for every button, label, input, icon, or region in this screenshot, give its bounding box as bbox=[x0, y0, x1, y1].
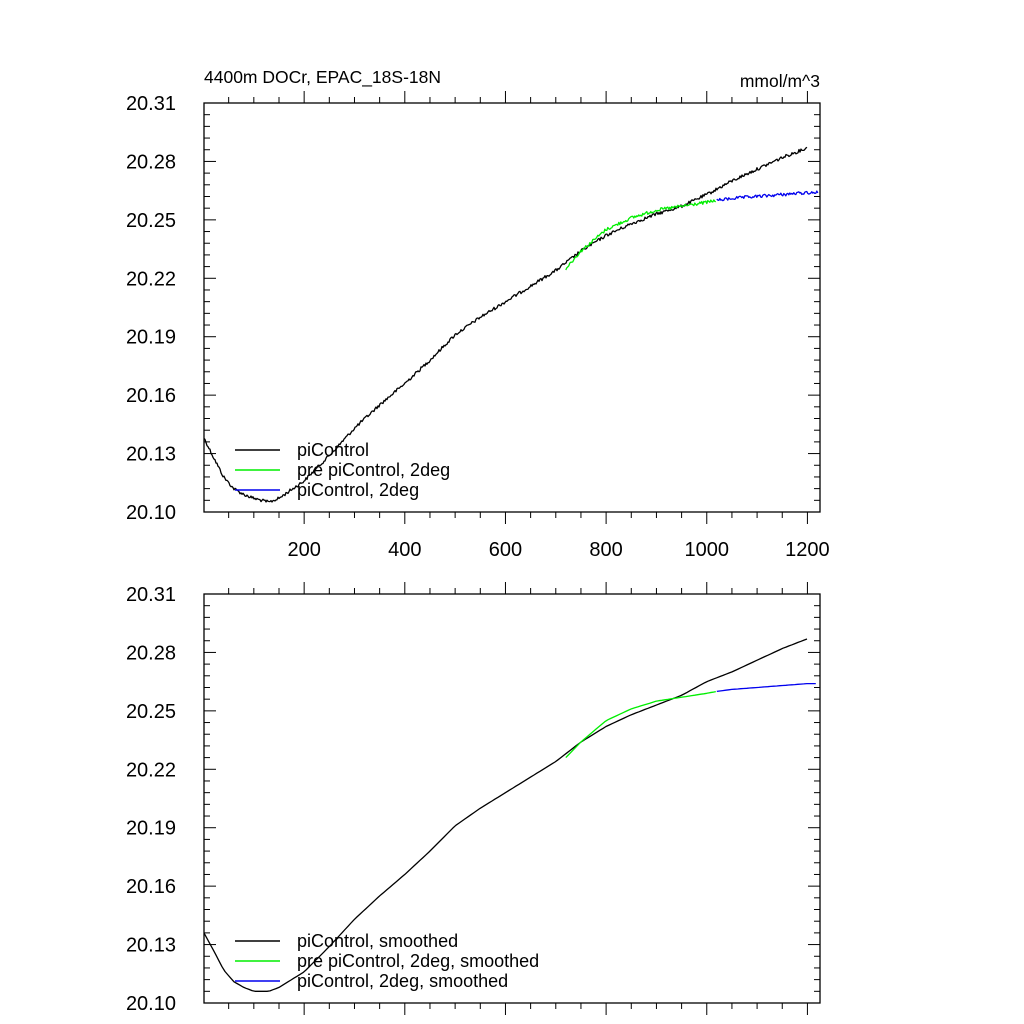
y-tick-label: 20.22 bbox=[126, 759, 176, 781]
series-line bbox=[716, 682, 816, 693]
series-line bbox=[565, 199, 717, 271]
y-tick-label: 20.25 bbox=[126, 210, 176, 232]
panel-units: mmol/m^3 bbox=[740, 71, 820, 91]
legend-label: pre piControl, 2deg, smoothed bbox=[297, 951, 539, 971]
y-tick-label: 20.16 bbox=[126, 385, 176, 407]
series-line bbox=[203, 638, 808, 992]
x-tick-label: 1000 bbox=[685, 539, 730, 561]
x-tick-label: 1200 bbox=[785, 539, 830, 561]
legend-label: piControl, 2deg bbox=[297, 480, 419, 500]
y-tick-label: 20.31 bbox=[126, 93, 176, 115]
x-tick-label: 600 bbox=[489, 539, 522, 561]
legend-label: pre piControl, 2deg bbox=[297, 460, 450, 480]
y-tick-label: 20.22 bbox=[126, 268, 176, 290]
panel-title: 4400m DOCr, EPAC_18S-18N bbox=[204, 67, 441, 88]
y-tick-label: 20.13 bbox=[126, 935, 176, 957]
plot-frame bbox=[203, 102, 821, 513]
y-tick-label: 20.31 bbox=[126, 584, 176, 606]
y-tick-label: 20.28 bbox=[126, 151, 176, 173]
series-line bbox=[565, 690, 716, 759]
x-tick-label: 200 bbox=[287, 539, 320, 561]
plot-frame bbox=[203, 593, 821, 1004]
series-line bbox=[203, 146, 808, 503]
bottom-panel: 20.10 20.13 20.16 20.19 20.22 20.25 20.28 20.31… bbox=[126, 582, 821, 1015]
y-tick-label: 20.13 bbox=[126, 444, 176, 466]
series-line bbox=[716, 190, 819, 202]
x-tick-label: 400 bbox=[388, 539, 421, 561]
y-tick-label: 20.10 bbox=[126, 993, 176, 1015]
legend-label: piControl bbox=[297, 440, 369, 460]
y-tick-label: 20.28 bbox=[126, 642, 176, 664]
y-tick-label: 20.19 bbox=[126, 327, 176, 349]
y-tick-label: 20.16 bbox=[126, 876, 176, 898]
legend-label: piControl, smoothed bbox=[297, 931, 458, 951]
top-panel: 4400m DOCr, EPAC_18S-18N mmol/m^3 20.10 2… bbox=[126, 67, 830, 561]
x-tick-label: 800 bbox=[589, 539, 622, 561]
y-tick-label: 20.19 bbox=[126, 818, 176, 840]
y-tick-label: 20.25 bbox=[126, 701, 176, 723]
legend-label: piControl, 2deg, smoothed bbox=[297, 971, 508, 991]
y-tick-label: 20.10 bbox=[126, 502, 176, 524]
